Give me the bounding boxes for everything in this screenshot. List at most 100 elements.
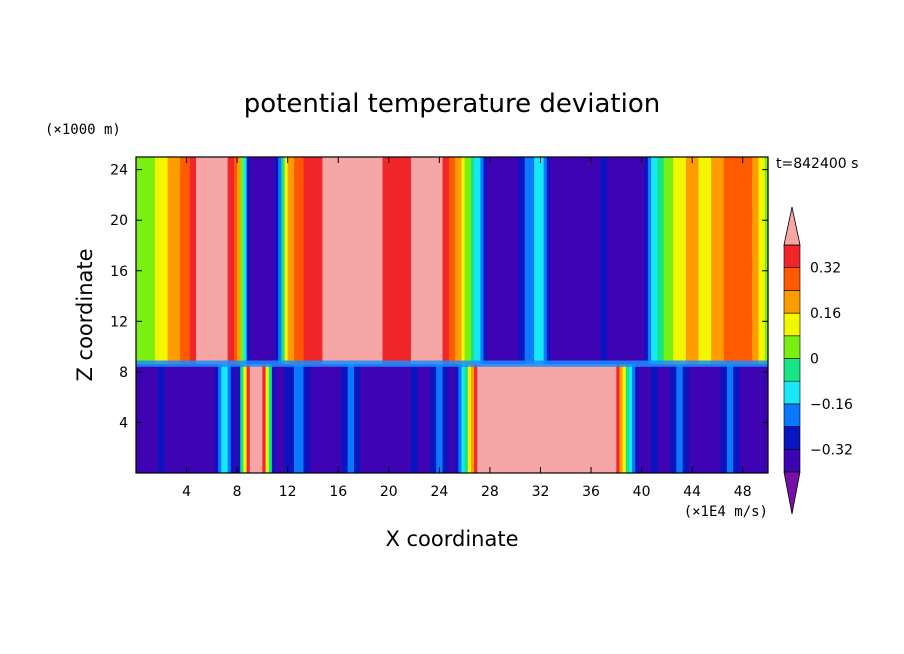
lower-cell bbox=[537, 364, 542, 473]
upper-cell bbox=[505, 157, 510, 365]
upper-cell bbox=[496, 157, 500, 365]
lower-cell bbox=[730, 364, 734, 473]
upper-cell bbox=[354, 157, 358, 365]
lower-cell bbox=[350, 364, 355, 473]
lower-cell bbox=[306, 364, 311, 473]
lower-cell bbox=[521, 364, 526, 473]
lower-cell bbox=[610, 364, 614, 473]
x-tick-label: 32 bbox=[532, 484, 550, 500]
upper-cell bbox=[256, 157, 260, 365]
lower-cell bbox=[625, 364, 630, 473]
lower-cell bbox=[373, 364, 377, 473]
upper-cell bbox=[401, 157, 406, 365]
upper-cell bbox=[328, 157, 333, 365]
upper-cell bbox=[382, 157, 387, 365]
lower-cell bbox=[268, 364, 273, 473]
lower-cell bbox=[553, 364, 557, 473]
upper-cell bbox=[553, 157, 557, 365]
colorbar-bin bbox=[783, 403, 801, 427]
upper-cell bbox=[230, 157, 235, 365]
colorbar-bin bbox=[783, 267, 801, 291]
upper-cell bbox=[628, 157, 633, 365]
lower-cell bbox=[701, 364, 706, 473]
lower-cell bbox=[366, 364, 371, 473]
lower-cell bbox=[749, 364, 753, 473]
upper-cell bbox=[189, 157, 194, 365]
lower-cell bbox=[414, 364, 418, 473]
upper-cell bbox=[540, 157, 545, 365]
upper-cell bbox=[502, 157, 507, 365]
colorbar-label: 0 bbox=[810, 352, 819, 368]
lower-cell bbox=[439, 364, 444, 473]
lower-cell bbox=[252, 364, 257, 473]
upper-cell bbox=[698, 157, 703, 365]
lower-cell bbox=[215, 364, 219, 473]
upper-cell bbox=[635, 157, 640, 365]
upper-cell bbox=[559, 157, 564, 365]
lower-cell bbox=[331, 364, 336, 473]
lower-cell bbox=[426, 364, 431, 473]
upper-cell bbox=[647, 157, 652, 365]
upper-cell bbox=[177, 157, 181, 365]
upper-cell bbox=[584, 157, 589, 365]
upper-cell bbox=[199, 157, 203, 365]
lower-cell bbox=[676, 364, 681, 473]
lower-cell bbox=[660, 364, 665, 473]
upper-cell bbox=[205, 157, 210, 365]
upper-cell bbox=[319, 157, 324, 365]
upper-cell bbox=[268, 157, 273, 365]
lower-cell bbox=[154, 364, 159, 473]
lower-cell bbox=[186, 364, 191, 473]
lower-cell bbox=[527, 364, 532, 473]
lower-cell bbox=[161, 364, 166, 473]
upper-cell bbox=[606, 157, 611, 365]
upper-cell bbox=[420, 157, 425, 365]
lower-cell bbox=[423, 364, 428, 473]
upper-cell bbox=[344, 157, 349, 365]
lower-cell bbox=[502, 364, 507, 473]
upper-cell bbox=[369, 157, 374, 365]
upper-cell bbox=[278, 157, 282, 365]
lower-cell bbox=[391, 364, 396, 473]
upper-cell bbox=[148, 157, 153, 365]
lower-cell bbox=[540, 364, 545, 473]
lower-cell bbox=[309, 364, 314, 473]
upper-cell bbox=[644, 157, 649, 365]
upper-cell bbox=[196, 157, 200, 365]
lower-cell bbox=[388, 364, 393, 473]
x-tick-label: 16 bbox=[329, 484, 347, 500]
lower-cell bbox=[208, 364, 213, 473]
lower-cell bbox=[480, 364, 485, 473]
lower-cell bbox=[711, 364, 715, 473]
upper-cell bbox=[549, 157, 554, 365]
lower-cell bbox=[549, 364, 554, 473]
lower-cell bbox=[505, 364, 510, 473]
lower-cell bbox=[508, 364, 513, 473]
upper-cell bbox=[755, 157, 760, 365]
upper-cell bbox=[281, 157, 286, 365]
upper-cell bbox=[215, 157, 219, 365]
upper-cell bbox=[575, 157, 579, 365]
upper-cell bbox=[622, 157, 627, 365]
lower-cell bbox=[733, 364, 737, 473]
upper-cell bbox=[246, 157, 251, 365]
upper-cell bbox=[300, 157, 305, 365]
upper-cell bbox=[701, 157, 706, 365]
upper-cell bbox=[325, 157, 330, 365]
lower-cell bbox=[644, 364, 649, 473]
x-tick-label: 24 bbox=[430, 484, 448, 500]
lower-cell bbox=[666, 364, 671, 473]
lower-cell bbox=[663, 364, 668, 473]
upper-cell bbox=[673, 157, 677, 365]
lower-cell bbox=[398, 364, 403, 473]
lower-cell bbox=[461, 364, 466, 473]
lower-cell bbox=[183, 364, 188, 473]
lower-cell bbox=[692, 364, 696, 473]
upper-cell bbox=[243, 157, 248, 365]
lower-cell bbox=[303, 364, 308, 473]
lower-cell bbox=[486, 364, 491, 473]
lower-cell bbox=[619, 364, 624, 473]
upper-cell bbox=[407, 157, 412, 365]
lower-cell bbox=[695, 364, 700, 473]
lower-cell bbox=[410, 364, 415, 473]
